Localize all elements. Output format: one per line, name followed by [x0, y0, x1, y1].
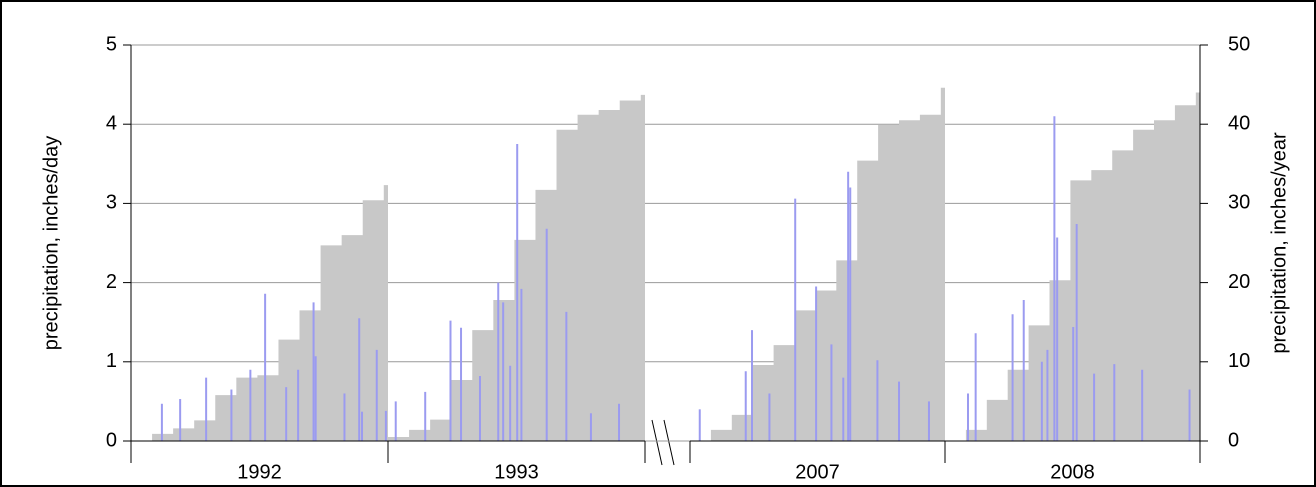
y2-tick-label: 10 [1228, 350, 1250, 372]
daily-bars [160, 116, 1191, 441]
y-tick-label: 0 [106, 429, 117, 451]
x-tick-label: 1992 [237, 461, 282, 483]
y2-tick-label: 30 [1228, 192, 1250, 214]
cumulative-area [131, 185, 388, 441]
x-tick-label: 1993 [494, 461, 539, 483]
y-tick-label: 2 [106, 271, 117, 293]
x-tick-label: 2008 [1050, 461, 1095, 483]
y-axis-label: precipitation, inches/day [40, 136, 62, 351]
x-tick-label: 2007 [795, 461, 840, 483]
y-tick-label: 4 [106, 112, 117, 134]
break-mark [663, 419, 675, 466]
y2-axis-label: precipitation, inches/year [1268, 132, 1290, 354]
cumulative-area [945, 92, 1200, 442]
break-mark [651, 419, 663, 466]
y-tick-label: 3 [106, 192, 117, 214]
y2-tick-label: 40 [1228, 112, 1250, 134]
cumulative-area [690, 87, 945, 441]
cumulative-areas [131, 87, 1200, 442]
y-tick-label: 1 [106, 350, 117, 372]
y2-tick-label: 20 [1228, 271, 1250, 293]
y2-tick-label: 50 [1228, 33, 1250, 55]
axis-break [651, 419, 675, 466]
y2-tick-label: 0 [1228, 429, 1239, 451]
y-tick-label: 5 [106, 33, 117, 55]
